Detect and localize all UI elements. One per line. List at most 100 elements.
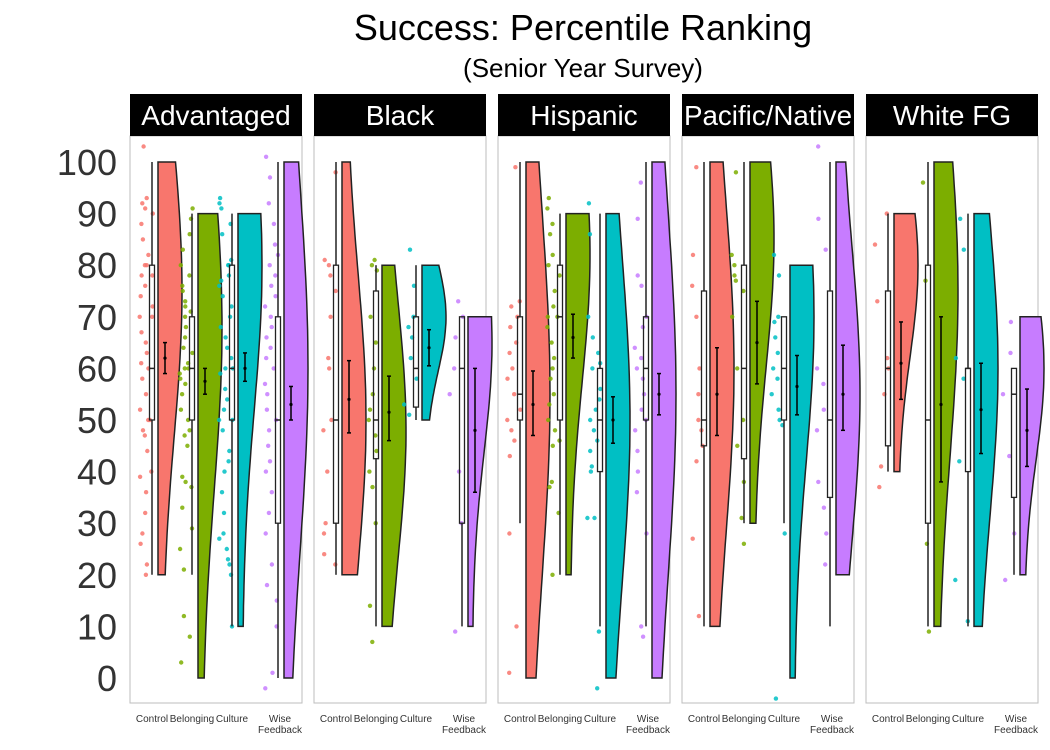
data-point xyxy=(730,314,735,319)
data-point xyxy=(138,541,143,546)
data-point xyxy=(143,283,148,288)
data-point xyxy=(217,201,222,206)
data-point xyxy=(548,376,553,381)
facet-hispanic: Hispanic Control Belonging Culture Wise Feedb… xyxy=(497,94,677,736)
data-point xyxy=(453,629,458,634)
data-point xyxy=(729,252,734,258)
data-point xyxy=(272,242,278,247)
data-point xyxy=(180,283,185,288)
data-point xyxy=(223,386,228,392)
data-point xyxy=(223,335,228,340)
data-point xyxy=(219,490,225,495)
mean-point xyxy=(571,335,575,340)
data-point xyxy=(144,562,150,567)
data-point xyxy=(374,448,379,454)
violin xyxy=(381,264,407,628)
data-point xyxy=(694,314,699,319)
data-point xyxy=(220,428,225,433)
data-point xyxy=(216,417,222,423)
data-point xyxy=(262,381,268,387)
data-point xyxy=(406,324,411,330)
data-point xyxy=(143,572,149,577)
data-point xyxy=(140,376,145,381)
data-point xyxy=(142,433,147,438)
x-tick-label: Control xyxy=(320,714,352,725)
x-tick-label: Wise Feedback xyxy=(442,714,487,736)
data-point xyxy=(266,201,271,206)
data-point xyxy=(507,350,512,356)
data-point xyxy=(137,474,143,479)
data-point xyxy=(816,144,821,149)
mean-point xyxy=(657,392,661,396)
data-point xyxy=(179,660,184,665)
data-point xyxy=(187,634,192,639)
data-point xyxy=(401,402,407,407)
data-point xyxy=(551,355,557,361)
mean-point xyxy=(531,402,535,407)
data-point xyxy=(547,484,552,490)
data-point xyxy=(270,670,275,675)
data-point xyxy=(144,195,149,201)
data-point xyxy=(369,263,375,268)
data-point xyxy=(507,531,512,536)
data-point xyxy=(229,304,234,309)
x-tick-label: Belonging xyxy=(722,714,766,725)
data-point xyxy=(263,469,269,474)
data-point xyxy=(328,273,333,278)
data-point xyxy=(776,273,782,278)
data-point xyxy=(875,299,880,304)
box xyxy=(556,264,564,421)
data-point xyxy=(821,505,827,510)
data-point xyxy=(588,417,593,423)
data-point xyxy=(140,201,145,206)
group-control xyxy=(872,211,919,490)
data-point xyxy=(592,515,597,521)
data-point xyxy=(545,314,550,319)
data-point xyxy=(1008,319,1014,325)
data-point xyxy=(591,428,597,433)
mean-point xyxy=(243,366,247,370)
group-culture xyxy=(216,195,263,629)
data-point xyxy=(223,366,228,371)
data-point xyxy=(179,392,185,397)
data-point xyxy=(269,562,275,567)
y-tick-label-30: 30 xyxy=(77,503,117,544)
data-point xyxy=(367,469,372,474)
x-tick-label: Belonging xyxy=(538,714,582,725)
y-axis: 0 10 20 30 40 50 60 70 80 90 100 xyxy=(57,142,117,699)
group-culture xyxy=(401,247,447,421)
data-point xyxy=(227,448,232,454)
data-point xyxy=(769,392,774,397)
data-point xyxy=(958,216,963,221)
group-wise-feedback xyxy=(262,154,309,691)
violin xyxy=(893,212,919,473)
violin xyxy=(421,264,447,421)
data-point xyxy=(509,428,514,433)
data-point xyxy=(266,510,272,516)
data-point xyxy=(180,474,185,479)
data-point xyxy=(183,324,189,330)
violin xyxy=(933,161,959,628)
data-point xyxy=(509,304,514,309)
data-point xyxy=(267,263,272,268)
y-tick-label-100: 100 xyxy=(57,142,117,183)
box xyxy=(372,290,380,460)
violin xyxy=(565,212,591,576)
x-tick-label: Culture xyxy=(952,714,985,725)
data-point xyxy=(510,366,515,371)
group-control xyxy=(321,161,367,576)
data-point xyxy=(782,531,787,536)
data-point xyxy=(639,624,644,629)
data-point xyxy=(143,490,149,495)
data-point xyxy=(550,366,555,371)
data-point xyxy=(222,469,227,474)
data-point xyxy=(776,314,781,319)
facet-strip xyxy=(498,94,670,136)
group-culture xyxy=(585,201,631,691)
data-point xyxy=(143,392,149,397)
box xyxy=(458,316,466,524)
facet-strip xyxy=(314,94,486,136)
data-point xyxy=(545,206,550,211)
data-point xyxy=(1003,577,1008,583)
violin xyxy=(157,161,183,576)
